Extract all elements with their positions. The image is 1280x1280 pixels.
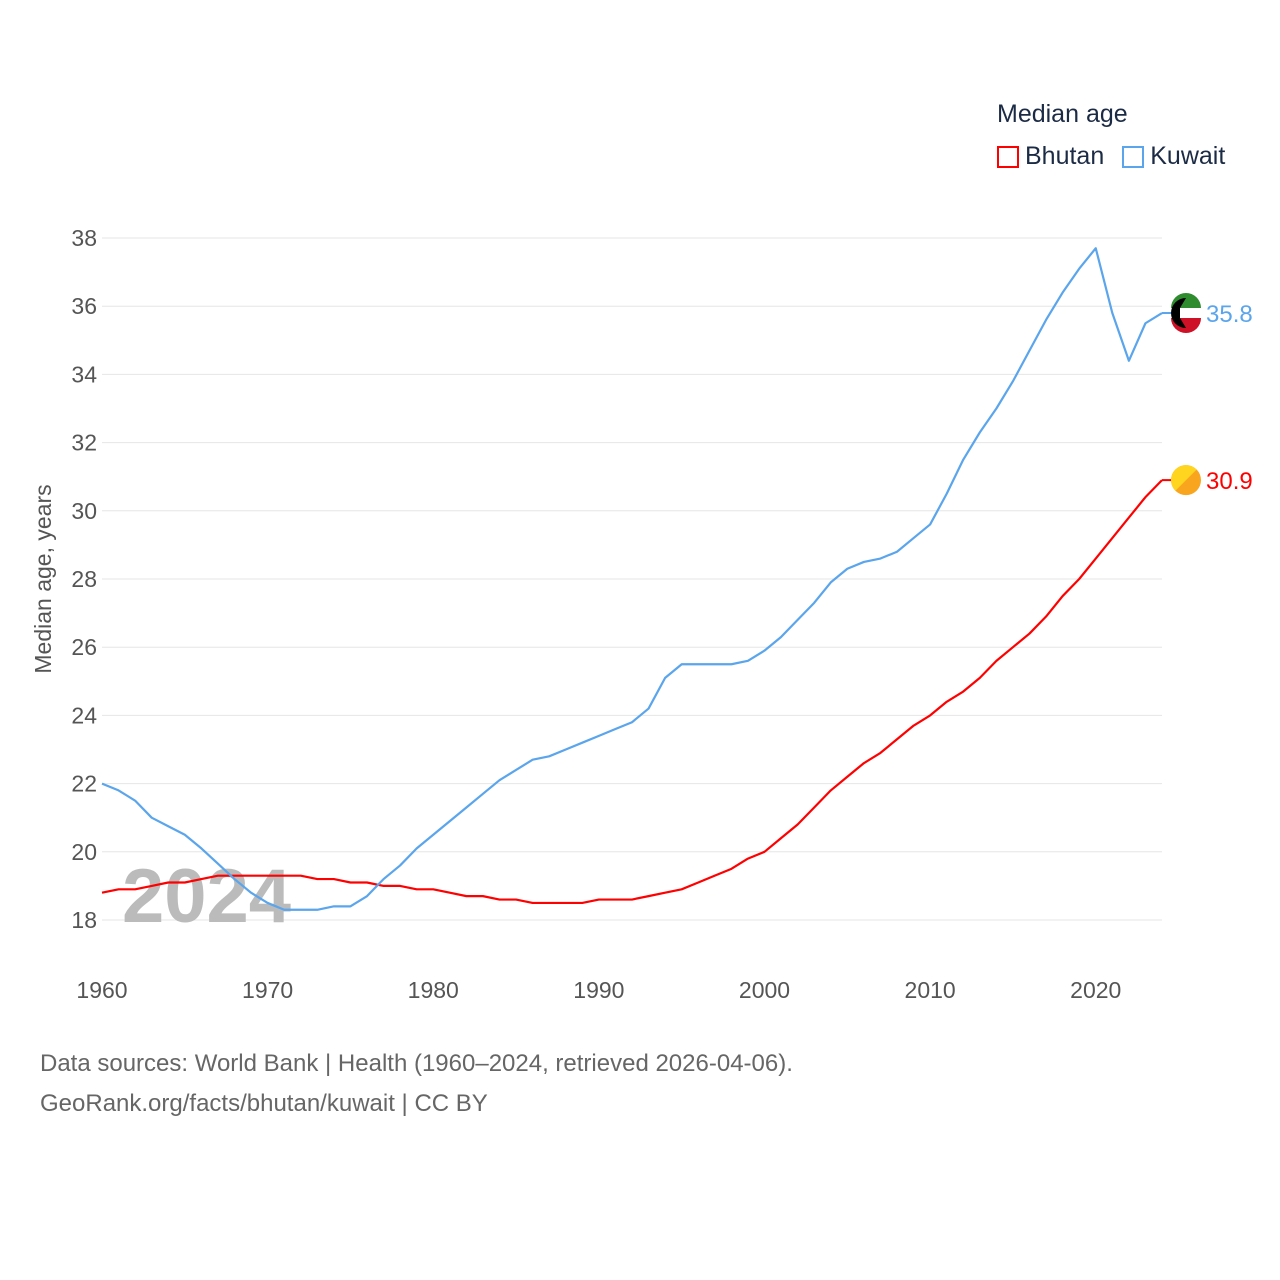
legend-item-kuwait[interactable]: Kuwait bbox=[1122, 142, 1225, 171]
year-watermark: 2024 bbox=[122, 854, 291, 939]
x-tick-label: 1970 bbox=[242, 977, 293, 1003]
y-tick-label: 26 bbox=[71, 634, 97, 660]
legend-title: Median age bbox=[997, 100, 1128, 128]
legend-label-bhutan: Bhutan bbox=[1025, 142, 1105, 170]
y-tick-label: 38 bbox=[71, 225, 97, 251]
bhutan-flag-half bbox=[1171, 465, 1197, 491]
y-tick-label: 28 bbox=[71, 566, 97, 592]
y-axis-label: Median age, years bbox=[30, 484, 56, 673]
y-tick-label: 34 bbox=[71, 361, 97, 387]
y-tick-label: 24 bbox=[71, 702, 97, 728]
x-tick-label: 2010 bbox=[905, 977, 956, 1003]
y-tick-label: 30 bbox=[71, 498, 97, 524]
y-tick-label: 18 bbox=[71, 907, 97, 933]
series-line-bhutan bbox=[101, 479, 1163, 905]
legend-label-kuwait: Kuwait bbox=[1150, 142, 1226, 170]
kuwait-swatch bbox=[1122, 145, 1145, 168]
footer: Data sources: World Bank | Health (1960–… bbox=[40, 1044, 793, 1124]
x-tick-label: 1990 bbox=[573, 977, 624, 1003]
x-tick-label: 2000 bbox=[739, 977, 790, 1003]
y-tick-label: 22 bbox=[71, 771, 97, 797]
x-tick-label: 2020 bbox=[1070, 977, 1121, 1003]
data-source-note: Data sources: World Bank | Health (1960–… bbox=[40, 1050, 793, 1077]
legend: Bhutan Kuwait bbox=[997, 142, 1225, 171]
source-link[interactable]: GeoRank.org/facts/bhutan/kuwait | CC BY bbox=[40, 1090, 488, 1117]
y-tick-label: 20 bbox=[71, 839, 97, 865]
y-tick-label: 32 bbox=[71, 430, 97, 456]
y-tick-label: 36 bbox=[71, 293, 97, 319]
end-label-kuwait: 35.8 bbox=[1206, 301, 1253, 328]
legend-item-bhutan[interactable]: Bhutan bbox=[997, 142, 1104, 171]
bhutan-swatch bbox=[997, 145, 1019, 168]
x-tick-label: 1960 bbox=[76, 977, 127, 1003]
end-label-bhutan: 30.9 bbox=[1206, 468, 1253, 495]
kuwait-flag-black bbox=[1171, 298, 1186, 329]
series-line-kuwait bbox=[101, 247, 1163, 911]
x-tick-label: 1980 bbox=[408, 977, 459, 1003]
